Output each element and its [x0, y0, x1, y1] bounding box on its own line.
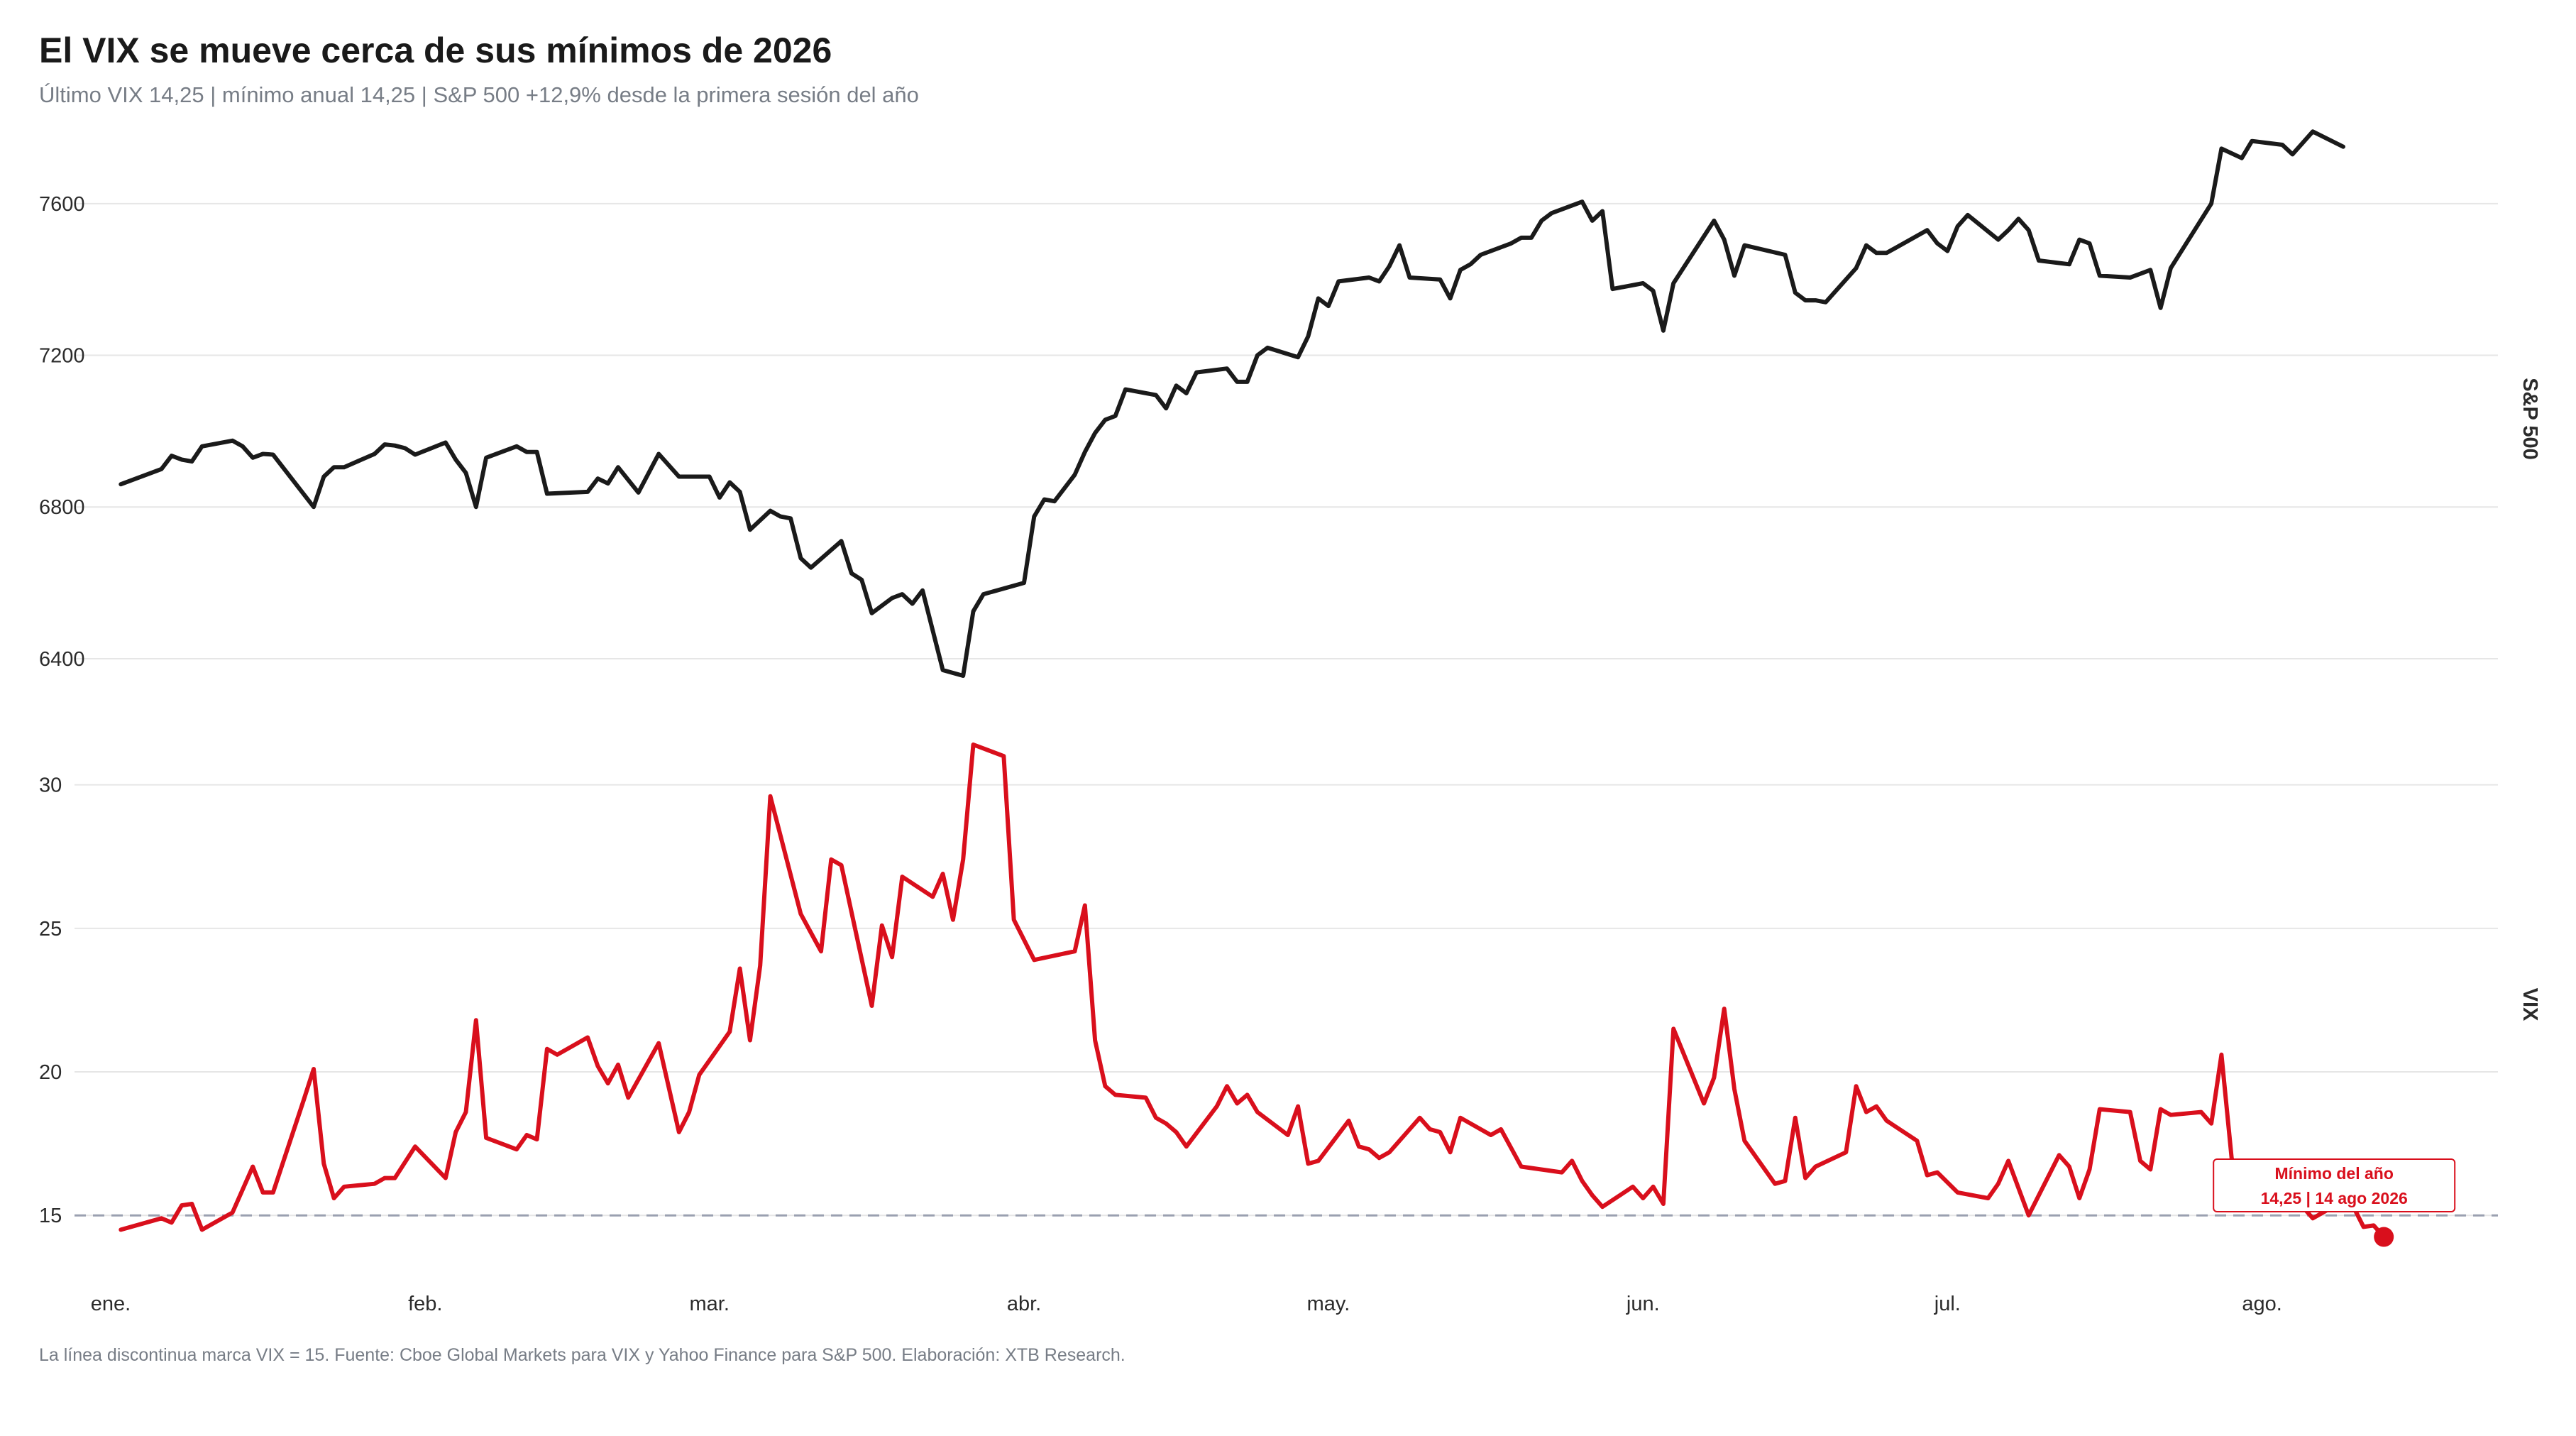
spx-y-axis-ticks: 6400 6800 7200 7600	[39, 193, 85, 671]
vix-gridlines	[75, 784, 2498, 1217]
axis-titles: S&P 500 VIX	[2519, 378, 2541, 1021]
spx-axis-title: S&P 500	[2519, 378, 2541, 460]
annotation-box	[2213, 1158, 2456, 1212]
annotations: Mínimo del año 14,25 | 14 ago 2026	[2213, 1158, 2456, 1247]
spx-y-tick-label: 6400	[39, 648, 85, 671]
vix-series-line	[119, 742, 2387, 1239]
spx-y-tick-label: 7600	[39, 193, 85, 216]
x-tick-label: jul.	[1934, 1293, 1961, 1315]
vix-latest-point	[2374, 1227, 2394, 1247]
x-tick-label: abr.	[1007, 1293, 1041, 1315]
x-tick-label: may.	[1307, 1293, 1350, 1315]
vix-y-tick-label: 25	[39, 918, 62, 941]
spx-series-group	[119, 129, 2345, 678]
vix-axis-title: VIX	[2519, 988, 2541, 1021]
x-tick-label: ene.	[91, 1293, 131, 1315]
vix-y-tick-label: 20	[39, 1061, 62, 1084]
annotation-text: 14,25 | 14 ago 2026	[2261, 1189, 2408, 1207]
x-tick-label: feb.	[408, 1293, 442, 1315]
spx-series-line	[119, 129, 2345, 678]
vix-y-axis-ticks: 15 20 25 30	[39, 774, 62, 1228]
vix-y-tick-label: 15	[39, 1205, 62, 1227]
chart-caption: La línea discontinua marca VIX = 15. Fue…	[39, 1345, 1125, 1365]
spx-gridlines	[75, 202, 2498, 659]
spx-y-tick-label: 7200	[39, 345, 85, 368]
x-tick-label: mar.	[689, 1293, 729, 1315]
vix-y-tick-label: 30	[39, 774, 62, 797]
chart-subtitle: Último VIX 14,25 | mínimo anual 14,25 | …	[39, 82, 919, 107]
annotation-text: Mínimo del año	[2275, 1164, 2394, 1183]
chart-title: El VIX se mueve cerca de sus mínimos de …	[39, 31, 832, 70]
spx-y-tick-label: 6800	[39, 496, 85, 519]
vix-series-group	[119, 742, 2387, 1239]
x-tick-label: ago.	[2242, 1293, 2281, 1315]
x-axis-ticks: ene. feb. mar. abr. may. jun. jul. ago.	[91, 1293, 2282, 1315]
x-tick-label: jun.	[1626, 1293, 1660, 1315]
